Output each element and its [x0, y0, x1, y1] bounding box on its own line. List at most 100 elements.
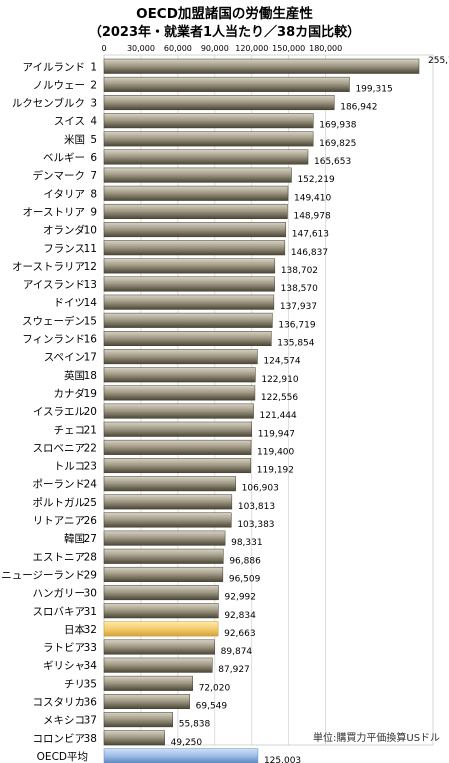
data-label: 186,942	[340, 103, 377, 113]
category-label: エストニア	[33, 551, 86, 563]
bar-33	[103, 639, 215, 655]
data-label: 92,992	[225, 593, 256, 603]
rank-label: 30	[84, 588, 97, 600]
rank-label: 1	[90, 61, 97, 73]
bar-38	[103, 730, 165, 746]
bar-36	[103, 694, 190, 709]
x-tick-label: 60,000	[164, 44, 192, 53]
bar-1	[103, 58, 420, 74]
x-tick-label: 30,000	[127, 44, 155, 53]
x-tick-label: 120,000	[235, 44, 268, 53]
data-label: 137,937	[280, 302, 317, 312]
bar-35	[103, 675, 193, 691]
bar-30	[103, 585, 219, 601]
rank-label: 37	[84, 715, 97, 727]
data-label: 169,825	[319, 139, 356, 149]
rank-label: 4	[90, 116, 97, 128]
data-label: 136,719	[278, 320, 315, 330]
bar-27	[103, 530, 226, 546]
category-label: 英国	[64, 369, 85, 382]
data-label: 103,813	[238, 502, 275, 512]
data-label: 92,834	[224, 611, 256, 621]
data-label: 55,838	[179, 720, 211, 730]
data-label: 165,653	[314, 157, 351, 167]
x-tick-label: 150,000	[272, 44, 305, 53]
category-label: スペイン	[44, 352, 85, 364]
category-label: ノルウェー	[33, 79, 86, 91]
rank-label: 20	[84, 406, 97, 418]
category-label: リトアニア	[33, 515, 85, 527]
bar-26	[103, 512, 232, 528]
data-label: 125,003	[264, 756, 301, 763]
category-label: オーストラリア	[12, 261, 85, 273]
bar-23	[103, 458, 252, 474]
data-label: 106,903	[242, 484, 279, 494]
category-label: フィンランド	[22, 334, 85, 346]
data-label: 199,315	[355, 84, 392, 94]
rank-label: 26	[84, 515, 98, 527]
category-label: スウェーデン	[22, 314, 85, 327]
category-label: フランス	[43, 243, 85, 255]
data-label: 98,331	[231, 538, 263, 548]
rank-label: 19	[84, 388, 97, 400]
rank-label: 32	[84, 624, 97, 636]
data-label: 121,444	[260, 411, 297, 421]
bar-4	[103, 113, 314, 129]
bar-21	[103, 421, 252, 437]
bar-17	[103, 349, 258, 365]
bar-37	[103, 712, 174, 728]
category-label: ポーランド	[33, 479, 86, 491]
rank-label: 18	[84, 370, 97, 382]
bar-13	[103, 276, 275, 292]
data-label: 119,192	[257, 466, 294, 476]
x-tick-label: 180,000	[309, 44, 342, 53]
category-label: チリ	[64, 678, 85, 690]
category-label: メキシコ	[43, 715, 85, 727]
category-label: アイルランド	[23, 61, 85, 73]
data-label: 124,574	[263, 357, 300, 367]
bar-6	[103, 149, 309, 165]
data-label: 87,927	[218, 665, 250, 675]
category-label: ギリシャ	[43, 660, 85, 672]
rank-label: 23	[84, 461, 97, 473]
data-label: 138,702	[281, 266, 318, 276]
bar-20	[103, 403, 254, 419]
x-tick-label: 0	[101, 44, 106, 53]
category-label: ラトビア	[43, 642, 85, 654]
bar-7	[103, 167, 292, 183]
data-label: 89,874	[221, 647, 253, 657]
bar-18	[103, 367, 256, 383]
rank-label: 12	[84, 261, 97, 273]
category-label: アイスランド	[23, 279, 85, 291]
rank-label: 15	[84, 315, 97, 327]
rank-label: 16	[84, 334, 98, 346]
category-label: ハンガリー	[33, 588, 86, 600]
data-label: 96,509	[229, 574, 261, 584]
bar-25	[103, 494, 233, 510]
rank-label: 13	[84, 279, 97, 291]
chart-subtitle: （2023年・就業者1人当たり／38カ国比較）	[88, 25, 361, 40]
rank-label: 25	[84, 497, 97, 509]
category-label: ドイツ	[54, 297, 86, 309]
x-tick-label: 90,000	[201, 44, 229, 53]
bar-31	[103, 603, 219, 619]
category-label: スロバキア	[33, 606, 86, 618]
data-label: 69,549	[196, 702, 228, 712]
rank-label: 22	[84, 442, 97, 454]
rank-label: 28	[84, 551, 97, 563]
bar-2	[103, 76, 350, 92]
category-label: ルクセンブルク	[12, 97, 85, 110]
rank-label: 27	[84, 533, 97, 545]
data-label: 148,978	[293, 211, 330, 221]
rank-label: 5	[90, 134, 97, 146]
category-label: スロベニア	[33, 442, 86, 454]
data-label: 255,780	[428, 56, 449, 66]
bar-11	[103, 240, 286, 256]
data-label: 103,383	[237, 520, 274, 530]
category-label: トルコ	[54, 461, 85, 473]
rank-label: 36	[84, 697, 98, 709]
data-label: 119,947	[258, 429, 295, 439]
bar-32	[103, 621, 219, 637]
category-label: オーストリア	[23, 206, 85, 218]
